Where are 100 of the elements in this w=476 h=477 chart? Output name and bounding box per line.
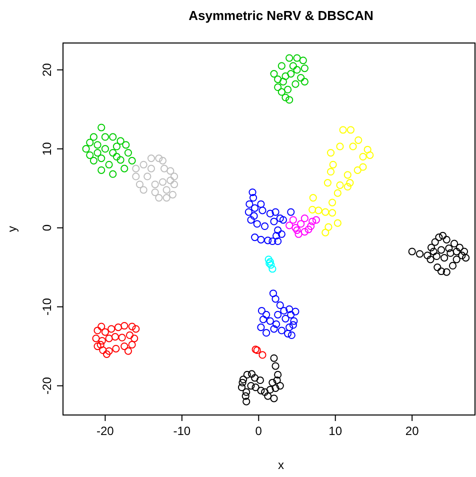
point xyxy=(101,133,109,141)
point xyxy=(446,249,454,257)
point xyxy=(293,226,301,234)
point xyxy=(312,216,320,224)
point xyxy=(278,326,286,334)
point xyxy=(448,262,457,270)
point xyxy=(248,370,256,378)
point xyxy=(274,83,282,92)
point xyxy=(120,322,128,330)
point xyxy=(329,160,337,168)
point xyxy=(427,244,436,252)
point xyxy=(282,94,290,102)
point xyxy=(151,188,159,196)
point xyxy=(278,230,286,238)
point xyxy=(266,317,274,325)
point xyxy=(132,325,140,333)
point xyxy=(339,126,347,134)
y-tick-label: -10 xyxy=(40,298,54,316)
point xyxy=(112,152,121,161)
point xyxy=(105,347,113,355)
point xyxy=(431,238,439,246)
point xyxy=(112,344,120,352)
point xyxy=(258,206,266,214)
y-tick-label: 20 xyxy=(40,62,54,77)
point xyxy=(289,62,297,70)
point xyxy=(280,306,288,315)
point xyxy=(144,172,152,180)
point xyxy=(101,145,109,153)
point xyxy=(268,265,276,273)
point xyxy=(257,200,265,208)
point xyxy=(250,212,258,220)
point xyxy=(151,180,159,188)
point xyxy=(98,124,106,132)
point xyxy=(86,151,94,159)
point xyxy=(243,370,251,379)
point xyxy=(168,190,177,198)
point xyxy=(244,208,252,216)
point xyxy=(238,378,246,386)
point xyxy=(262,310,270,318)
point xyxy=(274,237,282,246)
point xyxy=(359,152,367,161)
point xyxy=(424,252,432,260)
point xyxy=(109,170,117,178)
point xyxy=(445,244,453,252)
point xyxy=(94,342,102,350)
point xyxy=(366,151,374,159)
point xyxy=(242,392,250,400)
point xyxy=(82,145,90,153)
point xyxy=(98,154,106,162)
point xyxy=(120,164,128,172)
x-tick-label: 20 xyxy=(405,424,420,438)
point xyxy=(112,142,121,150)
point xyxy=(257,324,265,332)
point xyxy=(247,216,255,224)
point xyxy=(462,254,470,262)
point xyxy=(128,340,136,349)
point xyxy=(262,329,270,337)
point xyxy=(128,156,136,164)
point xyxy=(299,56,307,64)
point xyxy=(297,74,305,82)
point xyxy=(309,194,317,202)
point xyxy=(257,386,265,394)
point xyxy=(99,346,107,354)
point xyxy=(270,325,278,333)
point xyxy=(268,237,276,246)
point xyxy=(286,324,294,332)
point xyxy=(251,374,259,382)
point xyxy=(105,334,113,342)
point xyxy=(116,137,124,145)
x-tick-label: 10 xyxy=(328,424,342,438)
point xyxy=(322,228,330,236)
point xyxy=(349,142,357,150)
point xyxy=(334,219,342,227)
point xyxy=(94,326,102,334)
point xyxy=(437,267,446,276)
point xyxy=(269,290,278,298)
point xyxy=(170,172,178,180)
point xyxy=(278,62,286,70)
point xyxy=(249,194,258,202)
point xyxy=(251,233,259,242)
point xyxy=(354,166,362,174)
point xyxy=(276,301,284,310)
point xyxy=(251,204,259,212)
point xyxy=(272,362,280,370)
point xyxy=(282,72,290,80)
point xyxy=(118,334,126,342)
point xyxy=(416,250,424,258)
point xyxy=(328,198,336,206)
point xyxy=(286,96,294,104)
point xyxy=(286,305,294,313)
point xyxy=(257,236,265,244)
point xyxy=(346,178,354,187)
point xyxy=(260,222,269,230)
point xyxy=(435,233,443,242)
point xyxy=(426,256,434,264)
point xyxy=(440,254,448,262)
point xyxy=(140,160,148,168)
y-axis-title: y xyxy=(5,226,19,232)
point xyxy=(247,382,255,390)
point xyxy=(364,146,372,154)
